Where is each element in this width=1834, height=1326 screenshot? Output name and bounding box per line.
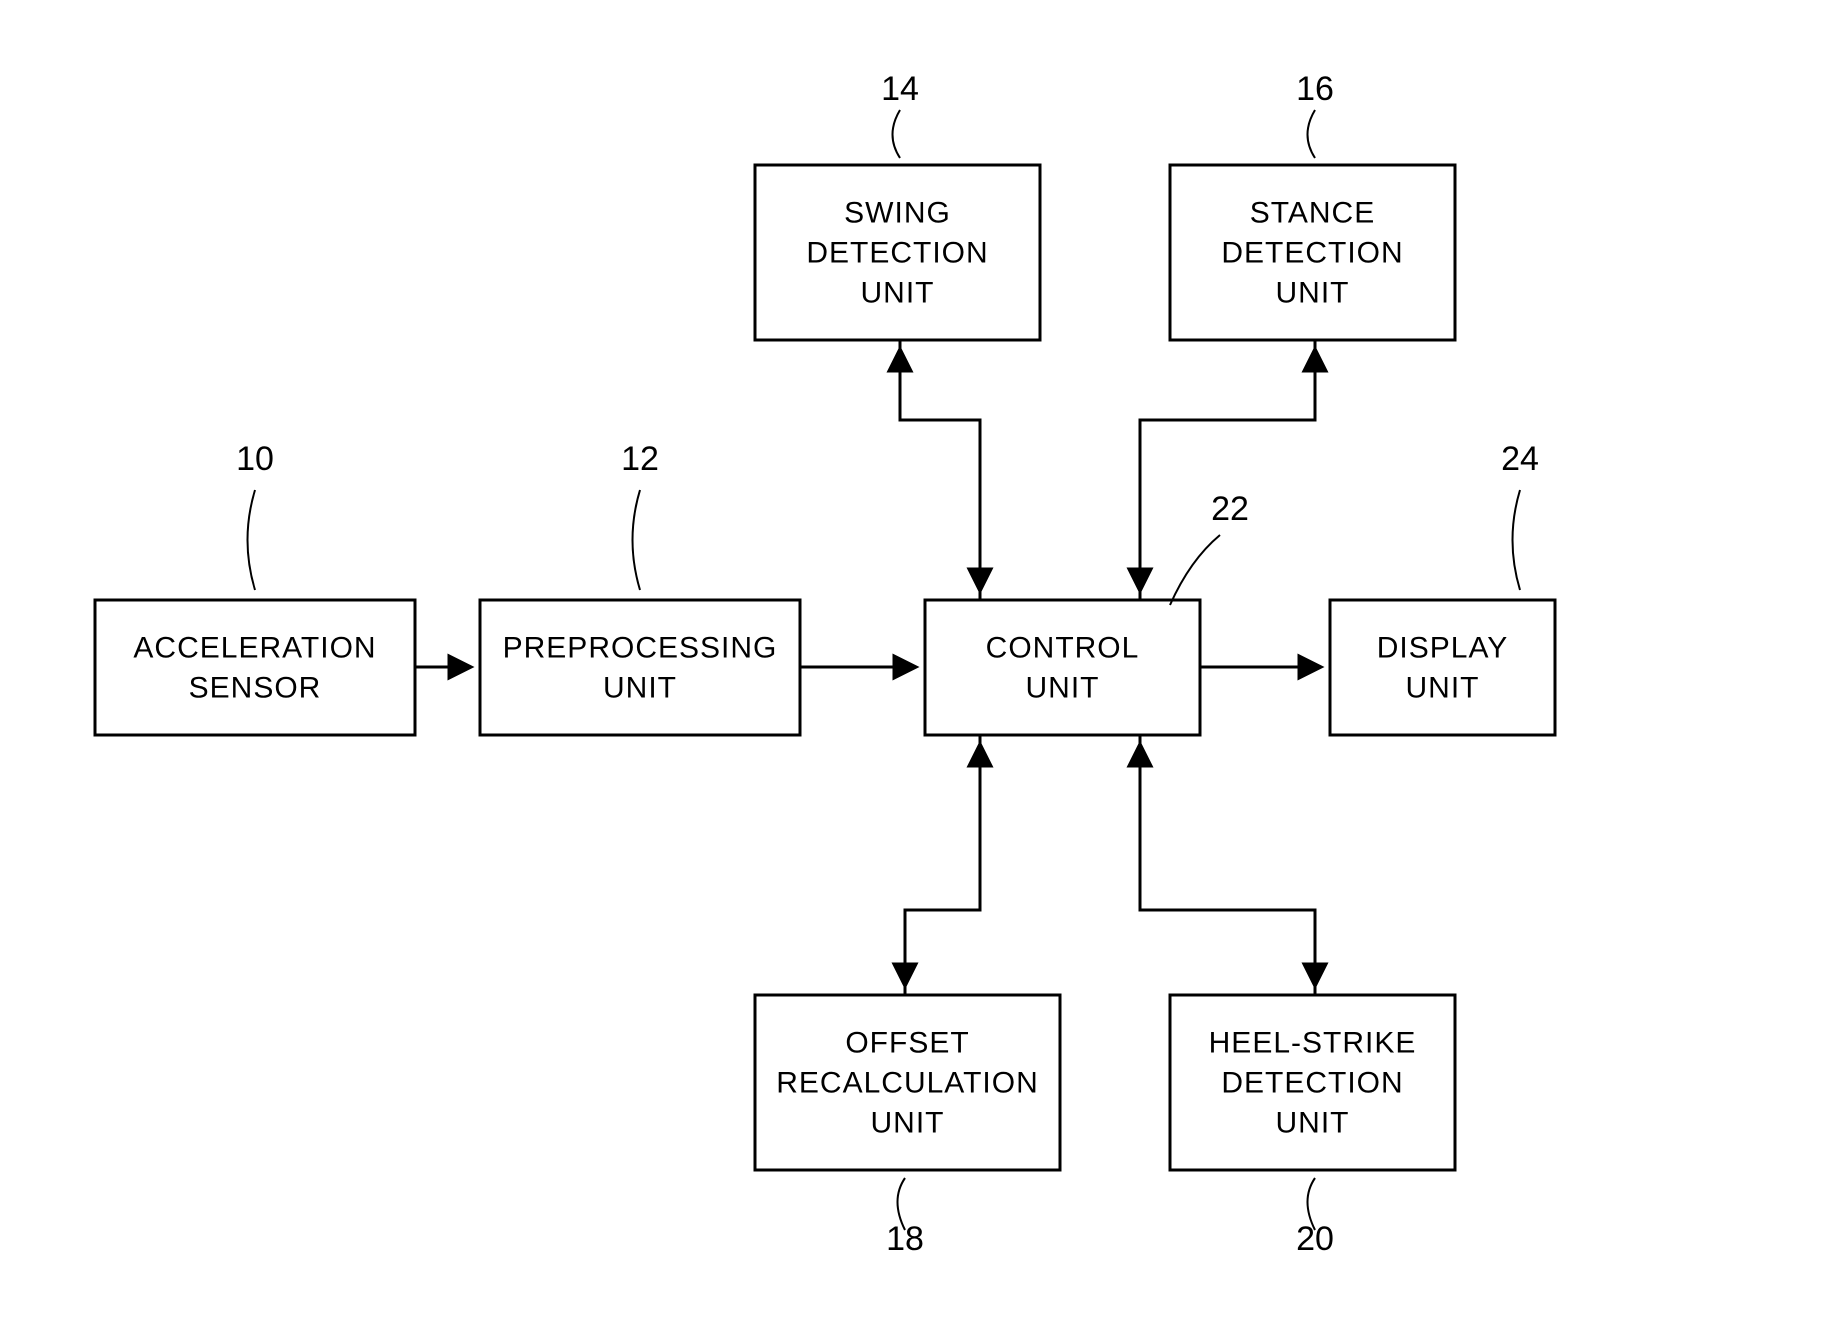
- block-label: RECALCULATION: [776, 1067, 1039, 1100]
- edge-n14-n22: [900, 340, 980, 590]
- block-label: OFFSET: [845, 1027, 969, 1060]
- ref-leader: [1513, 490, 1521, 590]
- ref-number-n18: 18: [886, 1220, 924, 1258]
- block-label: DETECTION: [1221, 1067, 1403, 1100]
- block-label: UNIT: [1026, 672, 1100, 705]
- edge-n22-n16: [1140, 350, 1315, 600]
- block-label: UNIT: [861, 277, 935, 310]
- block-n24: DISPLAY UNIT: [1330, 600, 1555, 735]
- block-label: UNIT: [1276, 1107, 1350, 1140]
- ref-number-n24: 24: [1501, 440, 1539, 478]
- block-n16: STANCE DETECTION UNIT: [1170, 165, 1455, 340]
- block-box: [95, 600, 415, 735]
- ref-number-n20: 20: [1296, 1220, 1334, 1258]
- edge-n22-n20: [1140, 735, 1315, 985]
- block-label: STANCE: [1250, 197, 1375, 230]
- block-box: [925, 600, 1200, 735]
- block-label: DISPLAY: [1377, 632, 1509, 665]
- block-label: HEEL-STRIKE: [1209, 1027, 1417, 1060]
- block-label: CONTROL: [986, 632, 1140, 665]
- edge-n22-n14: [900, 350, 980, 600]
- block-label: SWING: [844, 197, 951, 230]
- block-label: UNIT: [603, 672, 677, 705]
- edge-n16-n22: [1140, 340, 1315, 590]
- block-label: ACCELERATION: [133, 632, 376, 665]
- block-label: DETECTION: [1221, 237, 1403, 270]
- edge-n20-n22: [1140, 745, 1315, 995]
- block-label: SENSOR: [189, 672, 322, 705]
- ref-leader: [893, 110, 901, 158]
- ref-number-n12: 12: [621, 440, 659, 478]
- ref-number-n22: 22: [1211, 490, 1249, 528]
- block-label: UNIT: [1276, 277, 1350, 310]
- block-n22: CONTROL UNIT: [925, 600, 1200, 735]
- ref-leader: [1170, 535, 1220, 605]
- block-label: DETECTION: [806, 237, 988, 270]
- block-label: UNIT: [1406, 672, 1480, 705]
- block-n10: ACCELERATION SENSOR: [95, 600, 415, 735]
- block-diagram: ACCELERATIONSENSORPREPROCESSINGUNITSWING…: [0, 0, 1834, 1326]
- block-label: UNIT: [871, 1107, 945, 1140]
- block-n14: SWING DETECTION UNIT: [755, 165, 1040, 340]
- ref-leader: [633, 490, 641, 590]
- ref-number-n14: 14: [881, 70, 919, 108]
- ref-leader: [248, 490, 256, 590]
- ref-leader: [1308, 110, 1316, 158]
- block-box: [480, 600, 800, 735]
- block-n20: HEEL-STRIKE DETECTION UNIT: [1170, 995, 1455, 1170]
- block-n12: PREPROCESSING UNIT: [480, 600, 800, 735]
- edge-n18-n22: [905, 745, 980, 995]
- block-n18: OFFSET RECALCULATION UNIT: [755, 995, 1060, 1170]
- block-box: [1330, 600, 1555, 735]
- ref-number-n10: 10: [236, 440, 274, 478]
- edge-n22-n18: [905, 735, 980, 985]
- block-label: PREPROCESSING: [503, 632, 778, 665]
- ref-number-n16: 16: [1296, 70, 1334, 108]
